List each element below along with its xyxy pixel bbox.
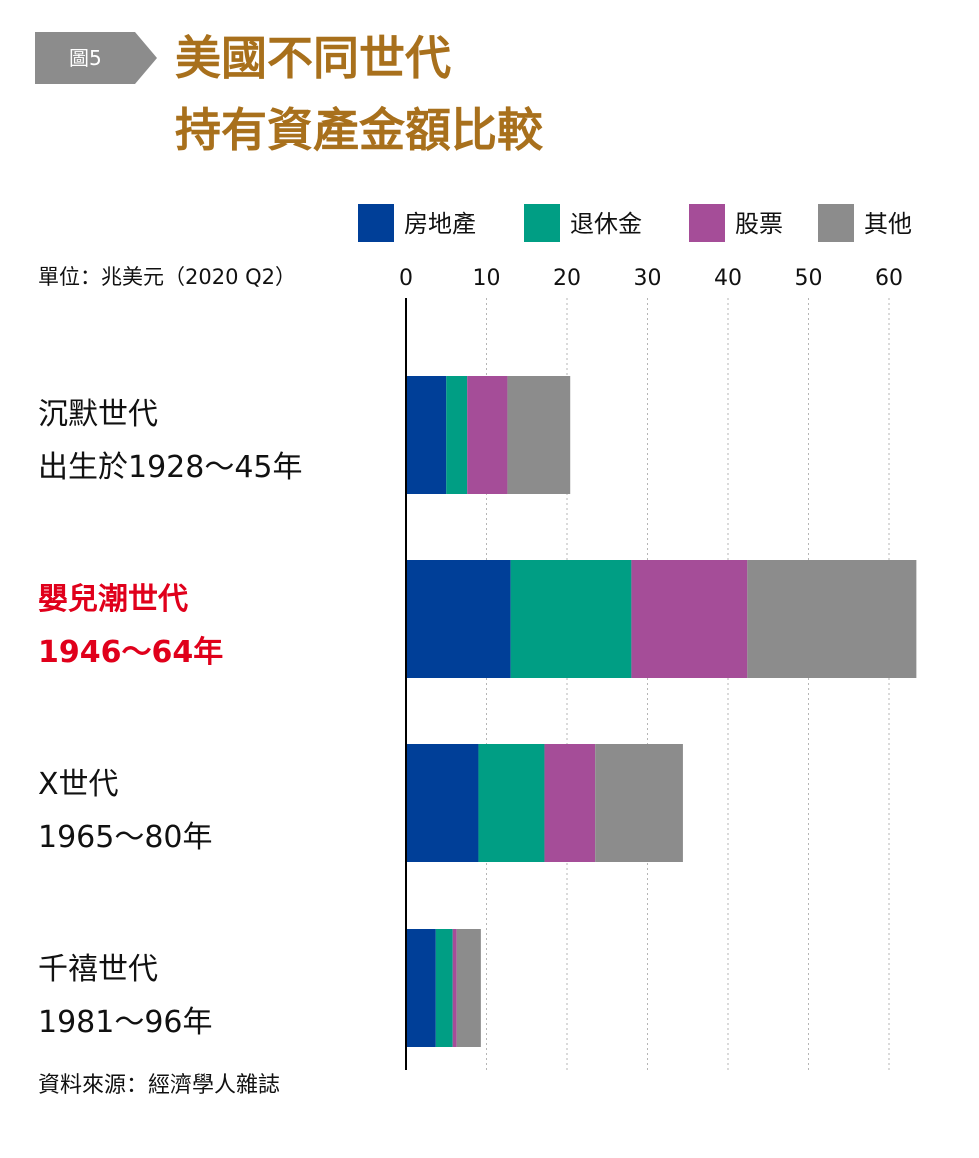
- x-tick-label: 60: [875, 266, 903, 291]
- x-tick-label: 50: [795, 266, 823, 291]
- generation-name-millennials: 千禧世代: [38, 952, 158, 987]
- x-tick-label: 40: [714, 266, 742, 291]
- legend-swatch-stocks: [689, 204, 725, 242]
- bar-segment-0-3: [507, 376, 571, 494]
- bar-segment-2-0: [406, 744, 479, 862]
- bar-segment-0-0: [406, 376, 447, 494]
- x-tick-label: 0: [399, 266, 413, 291]
- source-note: 資料來源：經濟學人雜誌: [38, 1073, 281, 1098]
- legend-swatch-other: [818, 204, 854, 242]
- bar-segment-1-1: [510, 560, 632, 678]
- generation-years-boomers: 1946～64年: [38, 635, 224, 670]
- legend-swatch-real-estate: [358, 204, 394, 242]
- generation-name-gen-x: X世代: [38, 767, 119, 802]
- generation-name-boomers: 嬰兒潮世代: [38, 582, 188, 617]
- generation-years-millennials: 1981～96年: [38, 1005, 213, 1040]
- bar-segment-1-0: [406, 560, 511, 678]
- x-tick-label: 30: [634, 266, 662, 291]
- bars: [406, 376, 917, 1047]
- bar-segment-1-3: [747, 560, 917, 678]
- bar-segment-0-1: [446, 376, 468, 494]
- bar-segment-3-0: [406, 929, 436, 1047]
- legend-label-real-estate: 房地產: [404, 210, 476, 238]
- bar-segment-0-2: [467, 376, 508, 494]
- bar-segment-2-1: [478, 744, 545, 862]
- x-tick-label: 10: [473, 266, 501, 291]
- x-tick-labels: 0 10 20 30 40 50 60: [399, 266, 903, 291]
- chart-title-line-1: 美國不同世代: [175, 31, 451, 85]
- generation-years-gen-x: 1965～80年: [38, 820, 213, 855]
- figure-number-tag: 圖5: [35, 32, 157, 84]
- bar-segment-3-2: [452, 929, 457, 1047]
- bar-segment-3-3: [456, 929, 481, 1047]
- bar-segment-2-3: [595, 744, 683, 862]
- bar-segment-2-2: [544, 744, 596, 862]
- legend-label-pension: 退休金: [570, 210, 642, 238]
- legend-label-other: 其他: [864, 210, 912, 238]
- generation-name-silent: 沉默世代: [38, 397, 158, 432]
- chart-title-line-2: 持有資產金額比較: [175, 103, 543, 157]
- generation-years-silent: 出生於1928～45年: [38, 450, 303, 485]
- x-tick-label: 20: [553, 266, 581, 291]
- grid-lines: [486, 298, 890, 1070]
- bar-segment-3-1: [435, 929, 453, 1047]
- legend-label-stocks: 股票: [735, 210, 783, 238]
- unit-label: 單位：兆美元（2020 Q2）: [38, 265, 297, 289]
- bar-segment-1-2: [631, 560, 748, 678]
- legend-swatch-pension: [524, 204, 560, 242]
